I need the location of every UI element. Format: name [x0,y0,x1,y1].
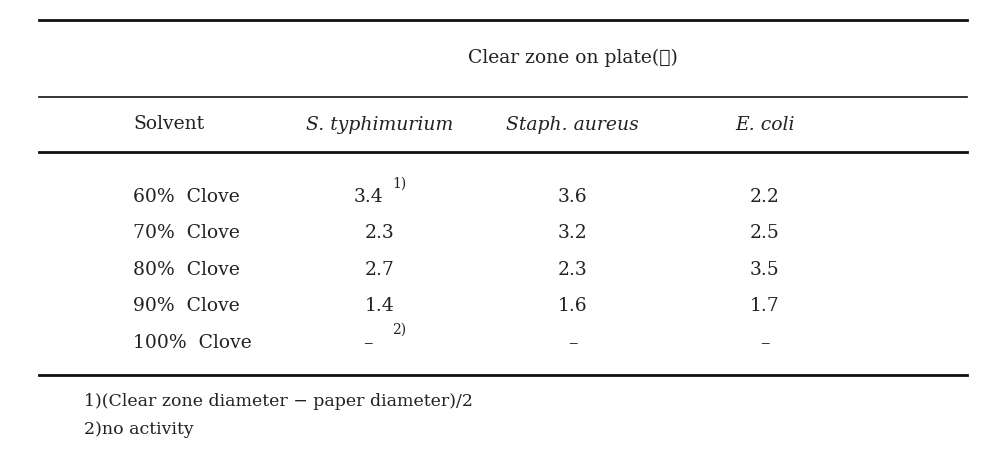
Text: 70%  Clove: 70% Clove [133,224,240,242]
Text: –: – [567,333,577,351]
Text: Solvent: Solvent [133,115,204,133]
Text: 1.4: 1.4 [365,297,394,315]
Text: 2.3: 2.3 [365,224,394,242]
Text: 3.2: 3.2 [557,224,587,242]
Text: Staph. aureus: Staph. aureus [506,116,638,134]
Text: S. typhimurium: S. typhimurium [306,116,454,134]
Text: 3.4: 3.4 [353,187,383,206]
Text: 90%  Clove: 90% Clove [133,297,240,315]
Text: 3.6: 3.6 [557,187,587,206]
Text: 1): 1) [391,176,405,190]
Text: 2.7: 2.7 [365,260,394,278]
Text: 1)(Clear zone diameter − paper diameter)/2: 1)(Clear zone diameter − paper diameter)… [84,392,472,409]
Text: 2.2: 2.2 [749,187,779,206]
Text: 3.5: 3.5 [749,260,779,278]
Text: 60%  Clove: 60% Clove [133,187,240,206]
Text: E. coli: E. coli [735,116,794,134]
Text: –: – [363,333,373,351]
Text: 2)no activity: 2)no activity [84,420,193,437]
Text: 2): 2) [391,322,405,335]
Text: 100%  Clove: 100% Clove [133,333,251,351]
Text: 1.6: 1.6 [557,297,587,315]
Text: Clear zone on plate(㎜): Clear zone on plate(㎜) [467,49,676,67]
Text: 1.7: 1.7 [749,297,779,315]
Text: 2.3: 2.3 [557,260,587,278]
Text: 2.5: 2.5 [749,224,779,242]
Text: 80%  Clove: 80% Clove [133,260,240,278]
Text: –: – [759,333,769,351]
